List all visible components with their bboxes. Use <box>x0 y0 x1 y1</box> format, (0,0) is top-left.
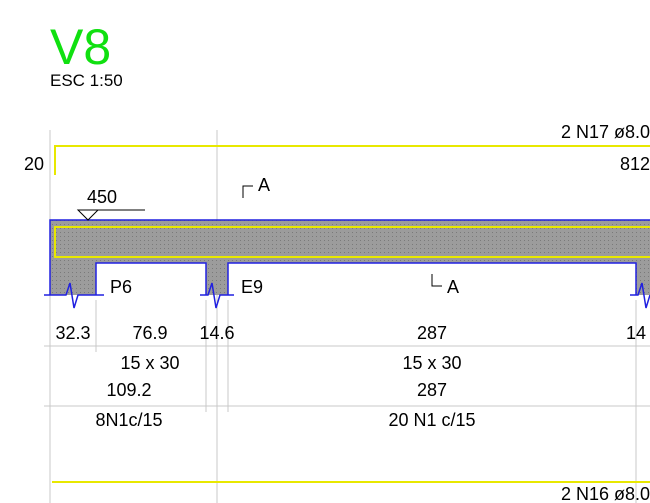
span-label: 287 <box>417 323 447 343</box>
section-mark <box>242 185 253 198</box>
section-size: 15 x 30 <box>402 353 461 373</box>
total-length: 109.2 <box>106 380 151 400</box>
level-mark <box>76 209 145 221</box>
level-label: 450 <box>87 187 117 207</box>
stirrup-label: 20 N1 c/15 <box>388 410 475 430</box>
top-rebar <box>54 145 650 175</box>
support-label: P6 <box>110 277 132 297</box>
reference-lines <box>44 130 650 503</box>
hook-length: 20 <box>24 154 44 174</box>
span-label: 14 <box>626 323 646 343</box>
span-label: 32.3 <box>55 323 90 343</box>
rebar-label: 2 N17 ø8.0 <box>561 122 650 142</box>
stirrup-label: 8N1c/15 <box>95 410 162 430</box>
beam <box>44 219 650 309</box>
span-label: 76.9 <box>132 323 167 343</box>
title: V8 <box>50 19 111 75</box>
rebar-label: 2 N16 ø8.0 <box>561 484 650 503</box>
section-size: 15 x 30 <box>120 353 179 373</box>
rebar-length: 812 <box>620 154 650 174</box>
section-mark <box>431 274 442 287</box>
support-label: E9 <box>241 277 263 297</box>
total-length: 287 <box>417 380 447 400</box>
section-label: A <box>447 277 459 297</box>
section-label: A <box>258 175 270 195</box>
scale: ESC 1:50 <box>50 71 123 90</box>
span-label: 14.6 <box>199 323 234 343</box>
